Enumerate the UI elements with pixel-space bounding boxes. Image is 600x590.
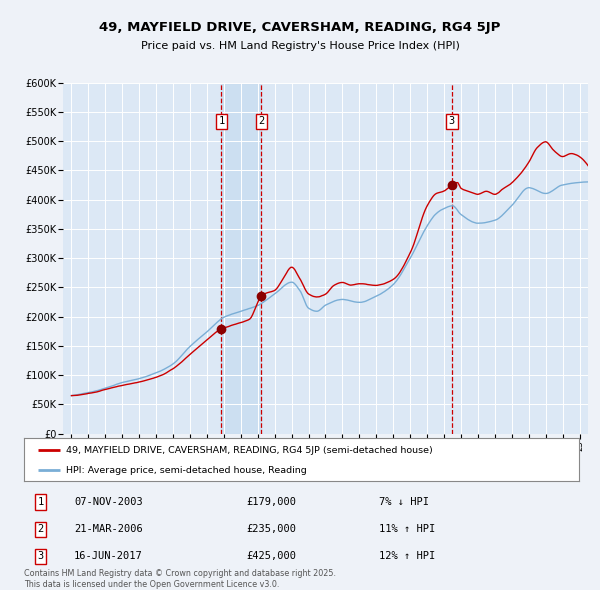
Text: £235,000: £235,000 [246, 525, 296, 534]
Text: 2: 2 [38, 525, 44, 534]
Text: 16-JUN-2017: 16-JUN-2017 [74, 552, 143, 562]
Text: 21-MAR-2006: 21-MAR-2006 [74, 525, 143, 534]
Text: 2: 2 [259, 116, 265, 126]
Text: 12% ↑ HPI: 12% ↑ HPI [379, 552, 436, 562]
Text: 49, MAYFIELD DRIVE, CAVERSHAM, READING, RG4 5JP: 49, MAYFIELD DRIVE, CAVERSHAM, READING, … [100, 21, 500, 34]
Text: 49, MAYFIELD DRIVE, CAVERSHAM, READING, RG4 5JP (semi-detached house): 49, MAYFIELD DRIVE, CAVERSHAM, READING, … [65, 446, 433, 455]
Text: Price paid vs. HM Land Registry's House Price Index (HPI): Price paid vs. HM Land Registry's House … [140, 41, 460, 51]
Text: Contains HM Land Registry data © Crown copyright and database right 2025.
This d: Contains HM Land Registry data © Crown c… [24, 569, 336, 589]
Text: 7% ↓ HPI: 7% ↓ HPI [379, 497, 429, 507]
Text: HPI: Average price, semi-detached house, Reading: HPI: Average price, semi-detached house,… [65, 466, 307, 475]
Text: 1: 1 [218, 116, 224, 126]
Text: 3: 3 [449, 116, 455, 126]
Bar [221, 83, 262, 434]
Text: 1: 1 [38, 497, 44, 507]
Text: 07-NOV-2003: 07-NOV-2003 [74, 497, 143, 507]
Text: £179,000: £179,000 [246, 497, 296, 507]
Text: £425,000: £425,000 [246, 552, 296, 562]
Text: 11% ↑ HPI: 11% ↑ HPI [379, 525, 436, 534]
Text: 3: 3 [38, 552, 44, 562]
